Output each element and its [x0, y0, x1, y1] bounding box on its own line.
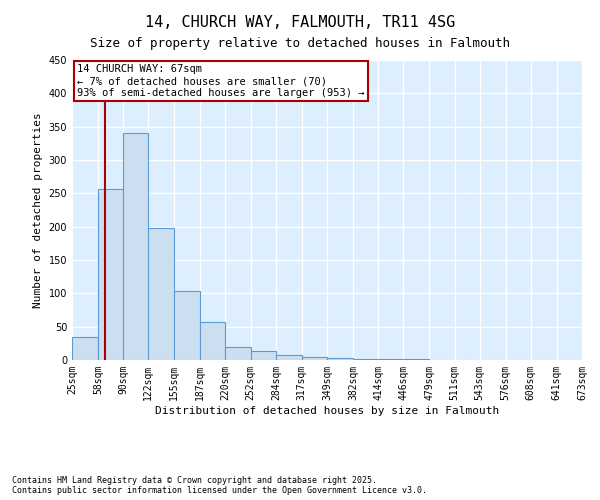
Text: Size of property relative to detached houses in Falmouth: Size of property relative to detached ho… [90, 38, 510, 51]
Bar [226, 346, 251, 360]
Bar [98, 188, 123, 360]
Text: 14 CHURCH WAY: 67sqm
← 7% of detached houses are smaller (70)
93% of semi-detach: 14 CHURCH WAY: 67sqm ← 7% of detached ho… [77, 64, 365, 98]
Bar [72, 336, 98, 360]
Bar [148, 228, 175, 360]
X-axis label: Distribution of detached houses by size in Falmouth: Distribution of detached houses by size … [155, 406, 499, 415]
Bar [302, 356, 327, 360]
Y-axis label: Number of detached properties: Number of detached properties [33, 112, 43, 308]
Bar [276, 354, 302, 360]
Text: Contains HM Land Registry data © Crown copyright and database right 2025.
Contai: Contains HM Land Registry data © Crown c… [12, 476, 427, 495]
Bar [353, 358, 378, 360]
Bar [123, 134, 148, 360]
Bar [199, 322, 226, 360]
Bar [327, 358, 353, 360]
Bar [251, 352, 276, 360]
Text: 14, CHURCH WAY, FALMOUTH, TR11 4SG: 14, CHURCH WAY, FALMOUTH, TR11 4SG [145, 15, 455, 30]
Bar [175, 292, 199, 360]
